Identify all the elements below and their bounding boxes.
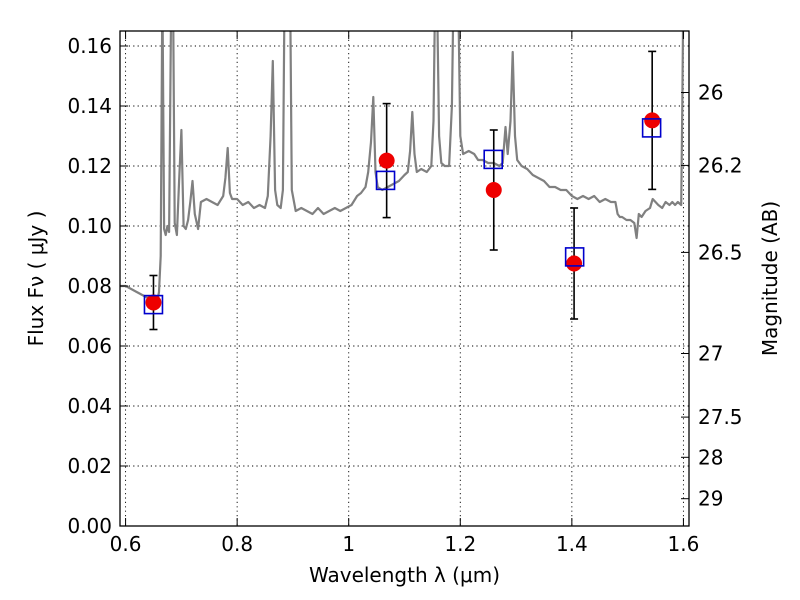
model-point <box>483 149 503 170</box>
y-tick-label: 0.06 <box>67 334 112 358</box>
observed-point <box>566 255 583 272</box>
y-tick-label: 0.04 <box>67 394 112 418</box>
x-tick-label: 1 <box>342 532 355 556</box>
model-point <box>375 170 396 191</box>
model-point <box>641 118 662 138</box>
model-point <box>564 247 585 267</box>
y-tick-label: 0.14 <box>67 94 112 118</box>
y-tick-label: 0.12 <box>67 154 112 178</box>
y-tick-label: 0.08 <box>67 274 112 298</box>
plot-frame <box>119 30 690 527</box>
x-tick-label: 1.6 <box>668 532 700 556</box>
x-axis-ticks: 0.6 0.8 1 1.2 1.4 1.6 <box>110 31 700 556</box>
y-axis-ticks: 0.00 0.02 0.04 0.06 0.08 0.10 0.12 0.14 0.16 <box>67 34 128 538</box>
right-tick-label: 26.5 <box>698 240 743 264</box>
y-axis-label: Flux Fν ( μJy ) <box>24 211 48 347</box>
model-point <box>143 294 164 315</box>
spectrum-line <box>120 31 685 309</box>
observed-point <box>485 182 502 198</box>
right-tick-label: 26.2 <box>698 153 743 177</box>
right-tick-label: 27 <box>698 342 723 366</box>
y-tick-label: 0.10 <box>67 214 112 238</box>
observed-layer <box>145 112 661 311</box>
observed-point <box>644 112 661 129</box>
observed-point <box>378 152 395 169</box>
y-tick-label: 0.02 <box>67 454 112 478</box>
right-tick-label: 27.5 <box>698 405 743 429</box>
grid <box>120 31 689 527</box>
right-tick-label: 26 <box>698 81 723 105</box>
plot-background <box>120 31 689 526</box>
spectrum-layer <box>120 31 685 309</box>
observed-point <box>145 294 162 311</box>
x-axis-label: Wavelength λ (μm) <box>309 563 500 587</box>
plot-area <box>120 31 685 331</box>
right-tick-label: 28 <box>698 445 723 469</box>
x-tick-label: 1.2 <box>444 532 476 556</box>
right-tick-label: 29 <box>698 487 723 511</box>
right-axis-label: Magnitude (AB) <box>758 201 782 356</box>
y-tick-label: 0.16 <box>67 34 112 58</box>
x-tick-label: 0.6 <box>110 532 142 556</box>
y-tick-label: 0.00 <box>67 514 112 538</box>
x-tick-label: 0.8 <box>221 532 253 556</box>
x-tick-label: 1.4 <box>556 532 588 556</box>
model-layer <box>143 118 662 315</box>
right-axis-ticks: 26 26.2 26.5 27 27.5 28 29 <box>681 81 743 511</box>
